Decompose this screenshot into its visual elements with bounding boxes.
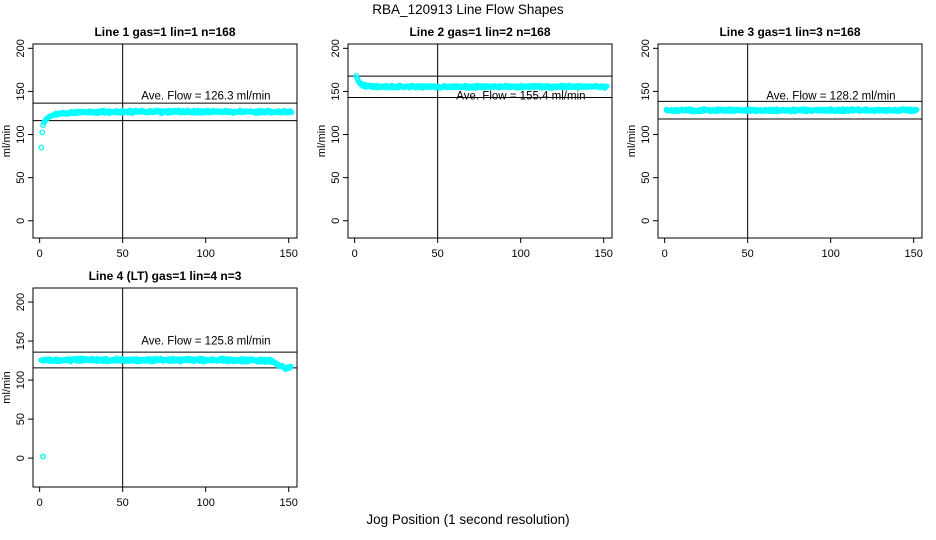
data-points: [38, 355, 294, 373]
y-axis-title: ml/min: [316, 125, 328, 157]
y-axis-tick-label: 150: [15, 82, 27, 100]
y-axis-title: ml/min: [1, 125, 13, 157]
subplot-2: Line 2 gas=1 lin=2 n=168 0 50 100 150 200 ml/m…: [316, 25, 613, 260]
x-axis-tick-label: 150: [905, 248, 923, 260]
x-axis-tick-label: 0: [37, 248, 43, 260]
y-axis-tick-label: 100: [330, 125, 342, 143]
y-axis-tick-label: 200: [15, 39, 27, 57]
ave-flow-annotation: Ave. Flow = 126.3 ml/min: [141, 90, 270, 102]
y-axis-tick-label: 150: [330, 82, 342, 100]
subplot-4: Line 4 (LT) gas=1 lin=4 n=3 0 50 100 150 200 m…: [1, 269, 298, 509]
plot-box: [657, 43, 923, 239]
plot-box: [32, 287, 298, 488]
outlier-point: [40, 453, 46, 460]
y-axis-tick-label: 50: [15, 413, 27, 425]
x-axis-tick-label: 150: [280, 248, 298, 260]
data-points: [38, 107, 295, 151]
x-axis-tick-label: 100: [821, 248, 839, 260]
y-axis-tick-label: 200: [640, 39, 652, 57]
y-axis-tick-label: 0: [15, 455, 27, 461]
y-axis-tick-label: 100: [640, 125, 652, 143]
data-points: [353, 73, 610, 91]
subplot-3: Line 3 gas=1 lin=3 n=168 0 50 100 150 200 ml/m…: [626, 25, 923, 260]
x-axis-tick-label: 50: [432, 248, 444, 260]
subplot-1: Line 1 gas=1 lin=1 n=168 0 50 100 150 200 ml/m…: [1, 25, 298, 260]
subplot-title: Line 4 (LT) gas=1 lin=4 n=3: [89, 269, 242, 283]
y-axis-tick-label: 150: [15, 332, 27, 350]
y-axis-tick-label: 50: [330, 172, 342, 184]
data-points: [663, 106, 920, 115]
figure-title: RBA_120913 Line Flow Shapes: [372, 2, 564, 17]
ave-flow-annotation: Ave. Flow = 128.2 ml/min: [766, 90, 895, 102]
y-axis-tick-label: 200: [330, 39, 342, 57]
y-axis-tick-label: 100: [15, 371, 27, 389]
x-axis-tick-label: 0: [37, 497, 43, 509]
x-axis-tick-label: 0: [352, 248, 358, 260]
x-axis-tick-label: 150: [280, 497, 298, 509]
y-axis-tick-label: 0: [330, 218, 342, 224]
subplot-title: Line 3 gas=1 lin=3 n=168: [719, 25, 860, 39]
x-axis-tick-label: 0: [662, 248, 668, 260]
y-axis-tick-label: 0: [640, 218, 652, 224]
y-axis-title: ml/min: [626, 125, 638, 157]
y-axis-tick-label: 150: [640, 82, 652, 100]
x-axis-tick-label: 50: [117, 497, 129, 509]
x-axis-tick-label: 100: [196, 248, 214, 260]
subplot-title: Line 2 gas=1 lin=2 n=168: [409, 25, 550, 39]
y-axis-tick-label: 100: [15, 125, 27, 143]
y-axis-tick-label: 50: [15, 172, 27, 184]
y-axis-tick-label: 200: [15, 293, 27, 311]
x-axis-tick-label: 150: [595, 248, 613, 260]
x-axis-label: Jog Position (1 second resolution): [366, 512, 569, 527]
x-axis-tick-label: 100: [511, 248, 529, 260]
subplot-title: Line 1 gas=1 lin=1 n=168: [94, 25, 235, 39]
x-axis-tick-label: 50: [117, 248, 129, 260]
x-axis-tick-label: 50: [742, 248, 754, 260]
plot-box: [347, 43, 613, 239]
x-axis-tick-label: 100: [196, 497, 214, 509]
ave-flow-annotation: Ave. Flow = 155.4 ml/min: [456, 90, 585, 102]
y-axis-title: ml/min: [1, 371, 13, 403]
y-axis-tick-label: 50: [640, 172, 652, 184]
y-axis-tick-label: 0: [15, 218, 27, 224]
ave-flow-annotation: Ave. Flow = 125.8 ml/min: [141, 336, 270, 348]
plot-box: [32, 43, 298, 239]
